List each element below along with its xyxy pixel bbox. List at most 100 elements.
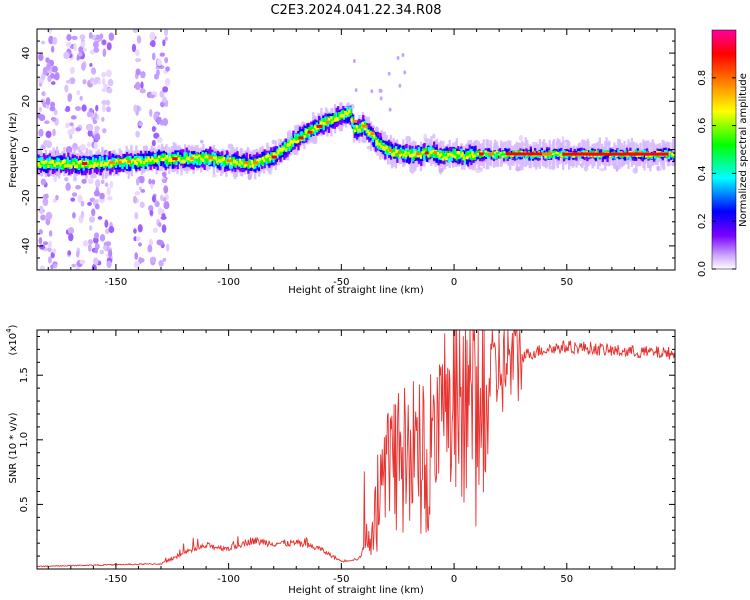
spectrogram-cell <box>429 145 432 154</box>
spectrogram-speckle <box>81 178 87 184</box>
spectrogram-cell <box>296 140 300 143</box>
spectrogram-speckle <box>132 195 138 204</box>
spectrogram-speckle <box>138 186 142 191</box>
spectrogram-cell <box>70 164 73 169</box>
spectrogram-speckle <box>76 55 80 61</box>
spectrogram-cell <box>526 154 529 158</box>
spectrogram-speckle <box>160 215 167 220</box>
spectrogram-speckle <box>139 201 145 208</box>
spectrogram-speckle <box>135 68 141 76</box>
spectrogram-cell <box>295 140 298 144</box>
spectrogram-cell <box>88 164 92 168</box>
spectrogram-cell <box>136 158 139 162</box>
spectrogram-cell <box>425 147 428 154</box>
spectrogram-speckle <box>94 247 99 254</box>
spectrogram-cell <box>243 164 246 168</box>
spectrogram-speckle <box>94 232 100 239</box>
spectrogram-cell <box>444 150 448 161</box>
spectrogram-cell <box>350 118 353 122</box>
spectrogram-x-tick-label: -150 <box>105 277 128 288</box>
spectrogram-cell <box>198 154 201 158</box>
spectrogram-speckle <box>50 45 55 53</box>
spectrogram-cell <box>387 145 390 152</box>
spectrogram-speckle <box>65 79 72 84</box>
spectrogram-speckle <box>162 257 167 262</box>
spectrogram-speckle <box>99 192 105 200</box>
spectrogram-speckle <box>140 71 146 79</box>
spectrogram-cell <box>59 160 62 165</box>
spectrogram-cell <box>157 155 161 159</box>
spectrogram-speckle <box>94 125 100 132</box>
spectrogram-speckle <box>135 130 140 138</box>
spectrogram-cell <box>434 151 438 159</box>
spectrogram-cell <box>427 147 431 156</box>
spectrogram-speckle <box>104 228 110 235</box>
spectrogram-cell <box>540 150 544 155</box>
spectrogram-cell <box>66 156 69 167</box>
figure-title: C2E3.2024.041.22.34.R08 <box>270 3 441 18</box>
spectrogram-cell <box>205 156 208 164</box>
spectrogram-cell <box>104 162 107 166</box>
spectrogram-cell <box>512 150 515 154</box>
spectrogram-speckle <box>93 190 100 197</box>
spectrogram-speckle <box>75 250 80 258</box>
spectrogram-cell <box>546 155 550 159</box>
spectrogram-cell <box>468 154 471 158</box>
spectrogram-peak <box>118 160 122 164</box>
spectrogram-cell <box>355 125 358 132</box>
spectrogram-speckle <box>70 66 75 75</box>
spectrogram-cell <box>603 153 607 160</box>
spectrogram-speckle <box>656 165 660 172</box>
spectrogram-x-tick-label: 0 <box>451 277 457 288</box>
spectrogram-cell <box>228 157 232 161</box>
spectrogram-cell <box>344 110 347 115</box>
spectrogram-speckle <box>86 123 94 132</box>
spectrogram-speckle <box>79 143 86 152</box>
colorbar-tick-label: 0.2 <box>697 213 708 229</box>
spectrogram-peak <box>307 130 313 134</box>
spectrogram-speckle <box>67 250 72 256</box>
spectrogram-cell <box>183 156 186 163</box>
spectrogram-cell <box>69 161 72 167</box>
spectrogram-speckle <box>104 219 109 228</box>
spectrogram-speckle <box>71 263 77 268</box>
spectrogram-speckle <box>102 48 107 58</box>
spectrogram-peak <box>253 161 259 165</box>
spectrogram-cell <box>457 151 461 155</box>
spectrogram-cell <box>496 150 500 155</box>
spectrogram-y-tick-label: -40 <box>21 238 32 254</box>
spectrogram-cell <box>421 151 424 154</box>
spectrogram-cell <box>409 153 412 158</box>
spectrogram-cell <box>456 151 459 155</box>
spectrogram-speckle <box>140 81 144 90</box>
spectrogram-cell <box>495 153 498 158</box>
spectrogram-cell <box>242 158 246 164</box>
spectrogram-cell <box>57 162 60 165</box>
snr-x-tick-label: -50 <box>333 574 349 585</box>
spectrogram-cell <box>203 153 206 159</box>
spectrogram-cell <box>322 117 326 125</box>
spectrogram-cell <box>50 160 53 164</box>
spectrogram-speckle <box>475 169 481 174</box>
spectrogram-speckle <box>92 41 99 49</box>
spectrogram-cell <box>482 152 486 155</box>
spectrogram-cell <box>593 155 596 158</box>
spectrogram-peak <box>424 151 429 155</box>
spectrogram-cell <box>451 154 455 158</box>
spectrogram-cell <box>529 148 533 155</box>
spectrogram-cell <box>146 159 149 162</box>
spectrogram-speckle <box>73 175 77 182</box>
spectrogram-speckle <box>75 127 81 132</box>
spectrogram-cell <box>40 162 44 167</box>
spectrogram-peak <box>298 136 304 140</box>
spectrogram-cell <box>419 151 423 157</box>
spectrogram-cell <box>655 150 659 153</box>
spectrogram-cell <box>305 129 309 132</box>
spectrogram-cell <box>572 155 576 158</box>
spectrogram-cell <box>258 157 262 161</box>
spectrogram-cell <box>630 151 634 153</box>
spectrogram-cell <box>628 150 632 153</box>
spectrogram-cell <box>40 160 44 164</box>
spectrogram-speckle <box>39 265 45 270</box>
spectrogram-cell <box>553 152 556 155</box>
